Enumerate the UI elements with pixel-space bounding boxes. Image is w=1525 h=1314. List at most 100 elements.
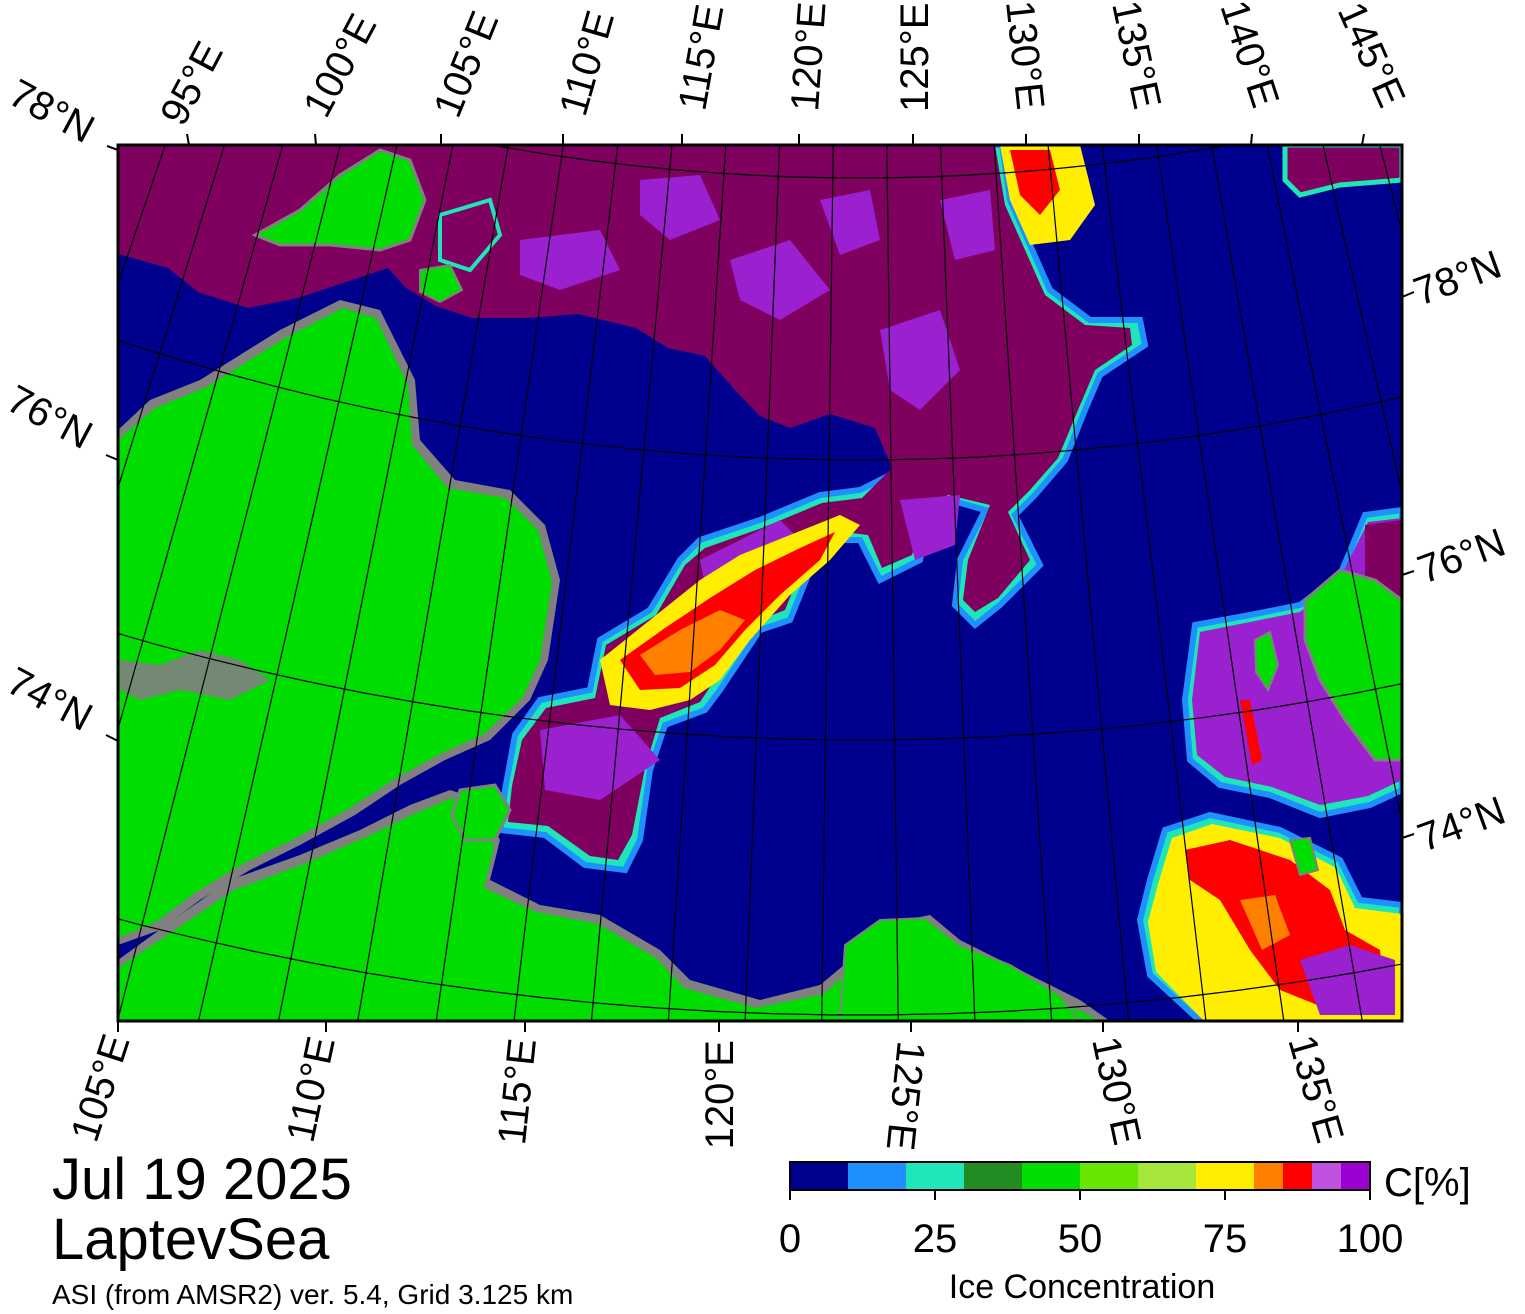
colorbar-swatch	[790, 1162, 848, 1190]
top-lon-label: 95°E	[152, 35, 232, 133]
parallel-line	[118, 918, 1402, 1016]
meridian-line	[357, 145, 509, 1021]
meridian-line	[1518, 0, 1525, 1102]
land-bay-island	[450, 783, 512, 842]
left-lat-label: 74°N	[0, 659, 99, 740]
colorbar-title: Ice Concentration	[949, 1268, 1216, 1306]
top-lon-label: 105°E	[426, 5, 508, 123]
meridian-line	[821, 145, 834, 1021]
land-south	[118, 798, 1100, 1021]
meridian-line	[1379, 145, 1402, 235]
colorbar-tick-label: 50	[1058, 1217, 1103, 1261]
bottom-lon-label: 115°E	[490, 1036, 545, 1146]
left-latitude-labels: 78°N 76°N 74°N	[0, 71, 101, 740]
map-date-title: Jul 19 2025	[52, 1147, 352, 1212]
meridian-line	[118, 145, 284, 731]
colorbar-swatch	[1080, 1162, 1138, 1190]
meridian-line	[590, 145, 673, 1021]
bottom-lon-label: 135°E	[1279, 1030, 1351, 1147]
meridian-line	[197, 145, 398, 1021]
colorbar-swatch	[964, 1162, 1022, 1190]
meridian-line	[1047, 145, 1130, 1021]
colorbar-tick-label: 25	[913, 1217, 958, 1261]
colorbar-swatches	[790, 1162, 1370, 1190]
map-source-subtitle: ASI (from AMSR2) ver. 5.4, Grid 3.125 km	[52, 1279, 574, 1310]
meridian-line	[513, 145, 619, 1021]
left-lat-label: 78°N	[2, 71, 102, 152]
colorbar-tick-label: 100	[1337, 1217, 1404, 1261]
pack-ice-main	[118, 145, 1132, 860]
land-new-siberian-2	[1253, 630, 1280, 693]
map-frame	[116, 143, 1404, 1023]
meridian-line	[993, 145, 1053, 1021]
bottom-lon-label: 105°E	[63, 1029, 139, 1147]
top-lon-label: 120°E	[783, 0, 835, 112]
bottom-lon-label: 130°E	[1083, 1033, 1149, 1149]
meridian-line	[1266, 145, 1402, 826]
colorbar-unit: C[%]	[1384, 1161, 1471, 1205]
colorbar-swatch	[906, 1162, 964, 1190]
meridian-line	[0, 0, 109, 1040]
top-longitude-labels: 95°E 100°E 105°E 110°E 115°E 120°E 125°E…	[152, 0, 1413, 132]
land-new-siberian-3	[1288, 836, 1320, 877]
meridian-line	[1322, 145, 1402, 497]
top-lon-label: 135°E	[1103, 0, 1169, 113]
colorbar-swatch	[1196, 1162, 1254, 1190]
map-region-title: LaptevSea	[52, 1207, 330, 1272]
parallel-line	[118, 632, 1402, 741]
colorbar-swatch	[1254, 1162, 1283, 1190]
top-lon-label: 145°E	[1329, 0, 1414, 114]
colorbar-ticks	[789, 1190, 1371, 1200]
land-small-island	[419, 263, 464, 304]
parallel-line	[488, 145, 1232, 179]
right-latitude-labels: 78°N 76°N 74°N	[1408, 243, 1511, 861]
colorbar-swatch	[1138, 1162, 1196, 1190]
ice-purple-patches	[520, 175, 995, 800]
land-severnaya-1	[251, 148, 427, 252]
meridian-line	[118, 145, 341, 1021]
land-new-siberian-1	[1303, 568, 1402, 762]
ice-north-red	[1010, 150, 1060, 215]
top-lon-label: 130°E	[997, 0, 1052, 112]
meridian-line	[277, 145, 454, 1021]
top-lon-label: 115°E	[671, 1, 733, 113]
ice-northeast	[1282, 145, 1402, 198]
meridian-line	[0, 0, 64, 1006]
land-severnaya-2	[438, 197, 503, 273]
ice-orange-band	[640, 610, 745, 675]
bottom-lon-label: 110°E	[279, 1033, 344, 1146]
colorbar-swatch	[1283, 1162, 1312, 1190]
meridian-line	[1101, 145, 1207, 1021]
left-lat-label: 76°N	[0, 377, 99, 458]
tick-marks	[105, 133, 1415, 1032]
colorbar: C[%] 0 25 50 75 100 Ice Concentration	[779, 1161, 1471, 1306]
bottom-lon-label: 120°E	[698, 1040, 742, 1149]
top-lon-label: 125°E	[893, 3, 937, 112]
top-lon-label: 110°E	[551, 6, 623, 120]
right-lat-label: 78°N	[1408, 243, 1507, 315]
meridian-line	[0, 0, 19, 970]
meridian-line	[1211, 145, 1363, 1021]
meridian-line	[435, 145, 564, 1021]
top-lon-label: 140°E	[1211, 0, 1287, 113]
right-lat-label: 76°N	[1412, 521, 1511, 593]
top-lon-label: 100°E	[295, 7, 385, 124]
colorbar-tick-label: 75	[1203, 1217, 1248, 1261]
ice-southeast-orange	[1240, 895, 1290, 950]
meridian-line	[886, 145, 899, 1021]
land-taymyr	[118, 308, 552, 938]
colorbar-tick-label: 0	[779, 1217, 801, 1261]
land-taymyr-interior-shadow	[120, 650, 270, 700]
bottom-longitude-labels: 105°E 110°E 115°E 120°E 125°E 130°E 135°…	[63, 1029, 1352, 1152]
meridian-line	[939, 145, 976, 1021]
ice-east-red-streak	[1240, 700, 1262, 765]
land-lena-delta	[838, 916, 1082, 1021]
ice-southeast-purple	[1300, 945, 1395, 1015]
meridian-line	[744, 145, 781, 1021]
colorbar-swatch	[1312, 1162, 1341, 1190]
meridian-line	[1156, 145, 1285, 1021]
colorbar-swatch	[848, 1162, 906, 1190]
